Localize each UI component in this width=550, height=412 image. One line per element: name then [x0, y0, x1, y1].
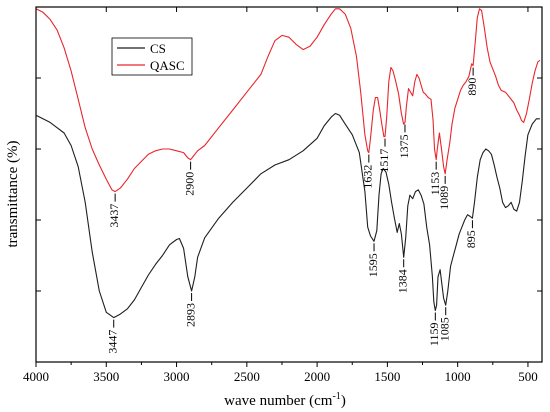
- peak-label: 890: [465, 78, 479, 96]
- peak-annotation: 1153: [428, 161, 442, 196]
- peak-label: 1632: [361, 165, 375, 189]
- series-line-qasc: [35, 8, 541, 193]
- x-tick-label: 1000: [445, 369, 471, 384]
- peak-annotation: 1085: [437, 307, 451, 341]
- peak-label: 1153: [428, 172, 442, 196]
- peak-annotation: 1632: [361, 154, 375, 189]
- peak-annotation: 3437: [107, 193, 121, 228]
- peak-annotation: 890: [465, 67, 479, 96]
- x-tick-label: 3500: [93, 369, 119, 384]
- peak-label: 1085: [437, 317, 451, 341]
- y-axis-label: transmittance (%): [5, 140, 21, 247]
- plot-frame: [35, 6, 543, 363]
- peak-label: 895: [464, 230, 478, 248]
- peak-annotation: 2900: [182, 161, 196, 196]
- x-tick-label: 3000: [164, 369, 190, 384]
- x-tick-label: 2500: [234, 369, 260, 384]
- peak-annotation: 1517: [377, 138, 391, 173]
- series-line-cs: [35, 112, 540, 319]
- peak-annotation: 1595: [366, 243, 380, 277]
- peak-annotation: 1384: [395, 259, 409, 293]
- peak-label: 2900: [182, 172, 196, 196]
- peak-label: 2893: [183, 303, 197, 327]
- peak-label: 3437: [107, 204, 121, 228]
- x-tick-label: 500: [518, 369, 538, 384]
- x-tick-label: 4000: [23, 369, 49, 384]
- peak-annotation: 3447: [105, 319, 119, 354]
- peak-annotation: 2893: [183, 293, 197, 327]
- peak-label: 1517: [377, 149, 391, 173]
- peak-label: 1089: [437, 186, 451, 210]
- legend-label-qasc: QASC: [150, 58, 185, 73]
- peak-annotation: 895: [464, 220, 478, 248]
- peak-label: 3447: [105, 330, 119, 354]
- legend-box: [111, 37, 193, 76]
- x-axis-label: wave number (cm-1): [224, 391, 346, 409]
- peak-annotation: 1375: [397, 124, 411, 158]
- peak-label: 1595: [366, 253, 380, 277]
- peak-label: 1159: [427, 323, 441, 347]
- x-tick-label: 2000: [304, 369, 330, 384]
- legend-label-cs: CS: [150, 41, 166, 56]
- peak-annotation: 1089: [437, 175, 451, 210]
- peak-annotation: 1159: [427, 312, 441, 347]
- peak-label: 1384: [395, 269, 409, 293]
- x-tick-label: 1500: [374, 369, 400, 384]
- peak-label: 1375: [397, 134, 411, 158]
